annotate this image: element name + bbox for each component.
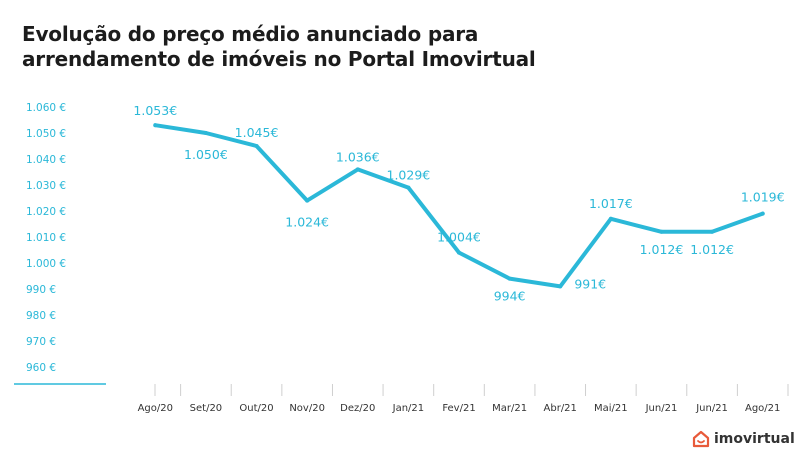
x-tick-label: Set/20 bbox=[190, 403, 223, 414]
x-tick-label: Mar/21 bbox=[492, 403, 527, 414]
chart-title-line-2: arrendamento de imóveis no Portal Imovir… bbox=[22, 47, 536, 71]
x-tick-label: Ago/21 bbox=[745, 403, 780, 414]
y-tick-label: 1.010 € bbox=[26, 232, 66, 244]
data-point bbox=[760, 211, 765, 216]
chart-title: Evolução do preço médio anunciado para a… bbox=[22, 22, 722, 72]
x-tick-label: Nov/20 bbox=[289, 403, 325, 414]
data-label: 1.045€ bbox=[235, 125, 279, 140]
data-label: 991€ bbox=[574, 276, 606, 291]
x-tick-label: Abr/21 bbox=[544, 403, 577, 414]
data-label: 1.017€ bbox=[589, 196, 633, 211]
data-label: 994€ bbox=[494, 289, 526, 304]
y-axis: 960 € 970 € 980 € 990 € 1.000 € 1.010 € 1.020 … bbox=[26, 102, 66, 374]
data-point bbox=[153, 123, 158, 128]
data-point bbox=[608, 216, 613, 221]
brand-name: imovirtual bbox=[714, 431, 795, 447]
y-tick-label: 1.000 € bbox=[26, 258, 66, 270]
x-tick-label: Dez/20 bbox=[340, 403, 375, 414]
x-tick-label: Jun/21 bbox=[695, 403, 728, 414]
data-label: 1.053€ bbox=[133, 103, 177, 118]
data-label: 1.019€ bbox=[741, 190, 785, 205]
y-tick-label: 1.060 € bbox=[26, 102, 66, 114]
x-tick-label: Mai/21 bbox=[594, 403, 628, 414]
x-axis: Ago/20 Set/20 Out/20 Nov/20 Dez/20 Jan/21 Fev/… bbox=[14, 383, 789, 414]
chart-title-line-1: Evolução do preço médio anunciado para bbox=[22, 22, 479, 46]
data-label: 1.029€ bbox=[387, 168, 431, 183]
data-point bbox=[254, 144, 259, 148]
y-tick-label: 1.040 € bbox=[26, 154, 66, 166]
y-tick-label: 990 € bbox=[26, 284, 56, 296]
data-point bbox=[406, 185, 411, 190]
y-tick-label: 970 € bbox=[26, 336, 56, 348]
series-line-group bbox=[153, 123, 765, 289]
y-tick-label: 1.020 € bbox=[26, 206, 66, 218]
x-tick-label: Out/20 bbox=[239, 403, 273, 414]
x-tick-label: Fev/21 bbox=[442, 403, 475, 414]
y-tick-label: 1.030 € bbox=[26, 180, 66, 192]
data-point bbox=[305, 198, 310, 203]
data-label: 1.004€ bbox=[437, 230, 481, 245]
y-tick-label: 980 € bbox=[26, 310, 56, 322]
house-icon bbox=[692, 430, 710, 448]
data-point bbox=[659, 229, 664, 234]
x-tick-label: Jan/21 bbox=[392, 403, 425, 414]
data-point bbox=[507, 276, 512, 281]
x-tick-label: Ago/20 bbox=[138, 403, 173, 414]
data-point bbox=[558, 284, 563, 289]
data-point bbox=[203, 131, 208, 135]
data-point bbox=[457, 250, 461, 255]
data-point bbox=[355, 167, 360, 172]
data-label: 1.012€ bbox=[640, 242, 684, 257]
data-label: 1.024€ bbox=[285, 215, 329, 230]
data-labels: 1.053€ 1.050€ 1.045€ 1.024€ 1.036€ 1.029€ 1.00… bbox=[133, 103, 784, 303]
y-tick-label: 960 € bbox=[26, 362, 56, 374]
brand-logo: imovirtual bbox=[692, 428, 795, 450]
data-point bbox=[710, 229, 715, 234]
series-line bbox=[153, 123, 765, 289]
y-tick-label: 1.050 € bbox=[26, 128, 66, 140]
data-label: 1.050€ bbox=[184, 147, 228, 162]
data-label: 1.012€ bbox=[690, 242, 734, 257]
data-label: 1.036€ bbox=[336, 149, 380, 164]
x-tick-label: Jun/21 bbox=[645, 403, 678, 414]
